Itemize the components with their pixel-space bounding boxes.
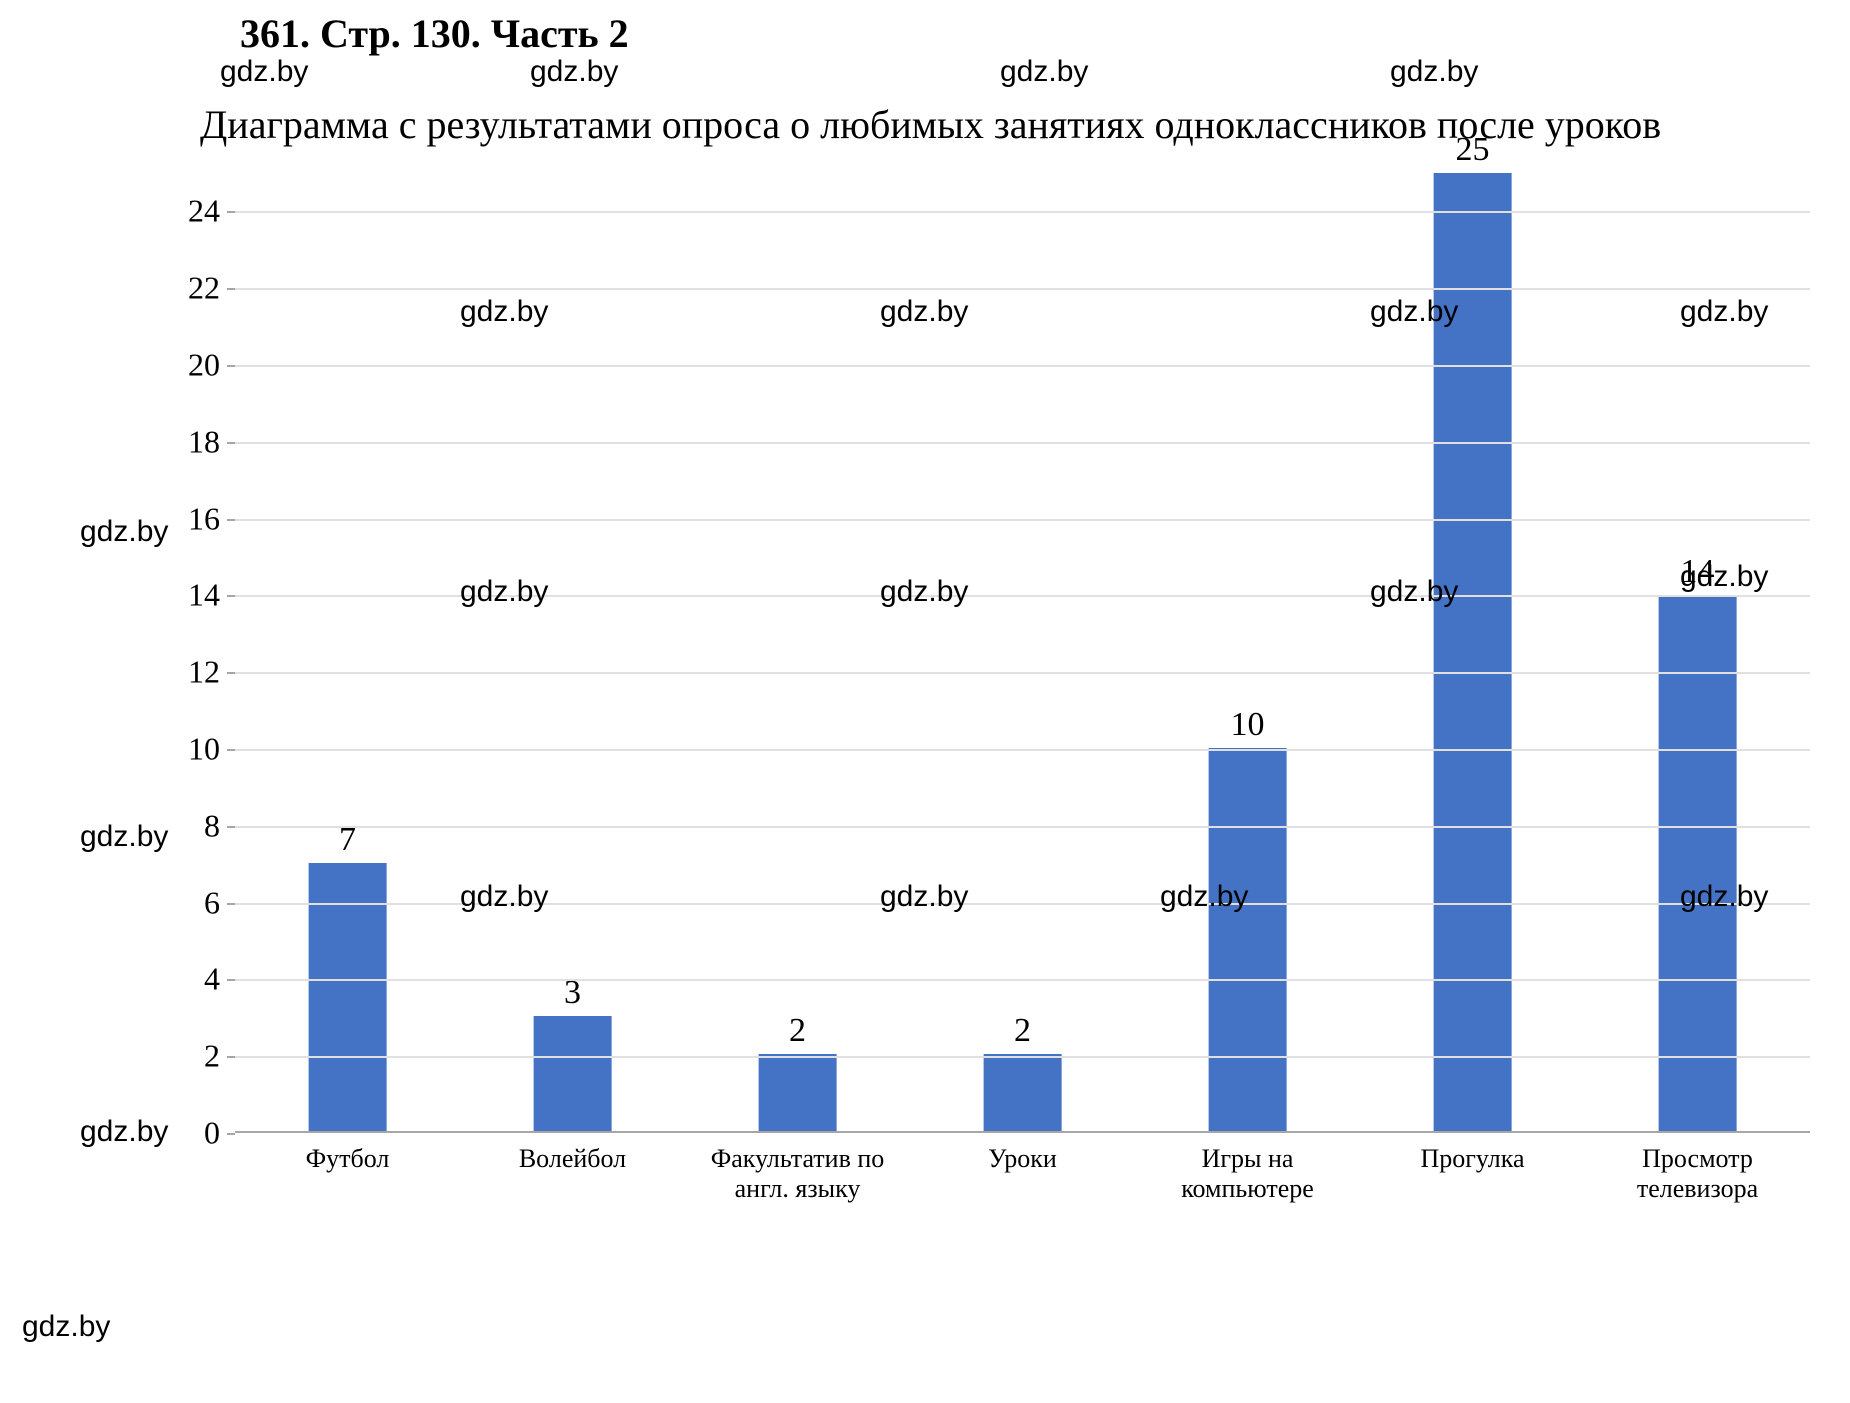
watermark-text: gdz.by [530,55,618,89]
gridline [235,442,1810,444]
watermark-text: gdz.by [22,1310,110,1344]
y-tick-mark [227,826,235,828]
watermark-text: gdz.by [80,515,168,549]
y-tick-mark [227,211,235,213]
y-tick-mark [227,749,235,751]
watermark-text: gdz.by [1680,880,1768,914]
gridline [235,749,1810,751]
x-axis-label: Прогулка [1363,1144,1583,1174]
watermark-text: gdz.by [220,55,308,89]
gridline [235,365,1810,367]
y-tick-mark [227,672,235,674]
bar [983,1054,1062,1131]
watermark-text: gdz.by [1680,295,1768,329]
chart-description: Диаграмма с результатами опроса о любимы… [0,97,1850,153]
watermark-text: gdz.by [460,295,548,329]
x-axis-label: Факультатив по англ. языку [688,1144,908,1204]
bar [1208,748,1287,1131]
watermark-text: gdz.by [1680,560,1768,594]
watermark-text: gdz.by [1370,575,1458,609]
gridline [235,211,1810,213]
x-axis-label: Игры на компьютере [1138,1144,1358,1204]
watermark-text: gdz.by [1160,880,1248,914]
gridline [235,1056,1810,1058]
y-tick-label: 12 [80,654,220,691]
x-axis-labels: ФутболВолейболФакультатив по англ. языку… [235,1138,1810,1233]
bar-value-label: 25 [1373,131,1573,169]
y-tick-mark [227,595,235,597]
y-axis: 024681012141618202224 [80,173,220,1233]
gridline [235,979,1810,981]
watermark-text: gdz.by [80,1115,168,1149]
gridline [235,519,1810,521]
bar [758,1054,837,1131]
y-tick-label: 14 [80,577,220,614]
bar-chart: 024681012141618202224 7322102514 ФутболВ… [80,173,1840,1233]
gridline [235,288,1810,290]
bar-value-label: 2 [923,1012,1123,1050]
y-tick-label: 24 [80,193,220,230]
bar-column: 7 [235,173,460,1131]
y-tick-mark [227,365,235,367]
x-axis-label: Футбол [238,1144,458,1174]
y-tick-mark [227,519,235,521]
y-tick-label: 4 [80,961,220,998]
y-tick-mark [227,979,235,981]
x-axis-label: Просмотр телевизора [1588,1144,1808,1204]
bar-column: 10 [1135,173,1360,1131]
bar [533,1016,612,1131]
y-tick-label: 2 [80,1038,220,1075]
x-axis-label: Уроки [913,1144,1133,1174]
bar-value-label: 10 [1148,706,1348,744]
y-tick-mark [227,442,235,444]
watermark-text: gdz.by [880,880,968,914]
watermark-text: gdz.by [1390,55,1478,89]
watermark-text: gdz.by [880,575,968,609]
watermark-text: gdz.by [1000,55,1088,89]
watermark-text: gdz.by [460,880,548,914]
y-tick-mark [227,288,235,290]
y-tick-label: 22 [80,270,220,307]
page: 361. Стр. 130. Часть 2 Диаграмма с резул… [0,0,1850,1403]
y-tick-label: 10 [80,731,220,768]
bar-value-label: 2 [698,1012,898,1050]
y-tick-label: 20 [80,347,220,384]
gridline [235,672,1810,674]
x-axis-label: Волейбол [463,1144,683,1174]
watermark-text: gdz.by [460,575,548,609]
y-tick-label: 18 [80,423,220,460]
y-tick-mark [227,1133,235,1135]
gridline [235,826,1810,828]
y-tick-mark [227,1056,235,1058]
page-title: 361. Стр. 130. Часть 2 [0,10,1850,57]
watermark-text: gdz.by [1370,295,1458,329]
watermark-text: gdz.by [880,295,968,329]
y-tick-mark [227,903,235,905]
watermark-text: gdz.by [80,820,168,854]
bar [1658,595,1737,1131]
bar-column: 2 [685,173,910,1131]
y-tick-label: 6 [80,884,220,921]
